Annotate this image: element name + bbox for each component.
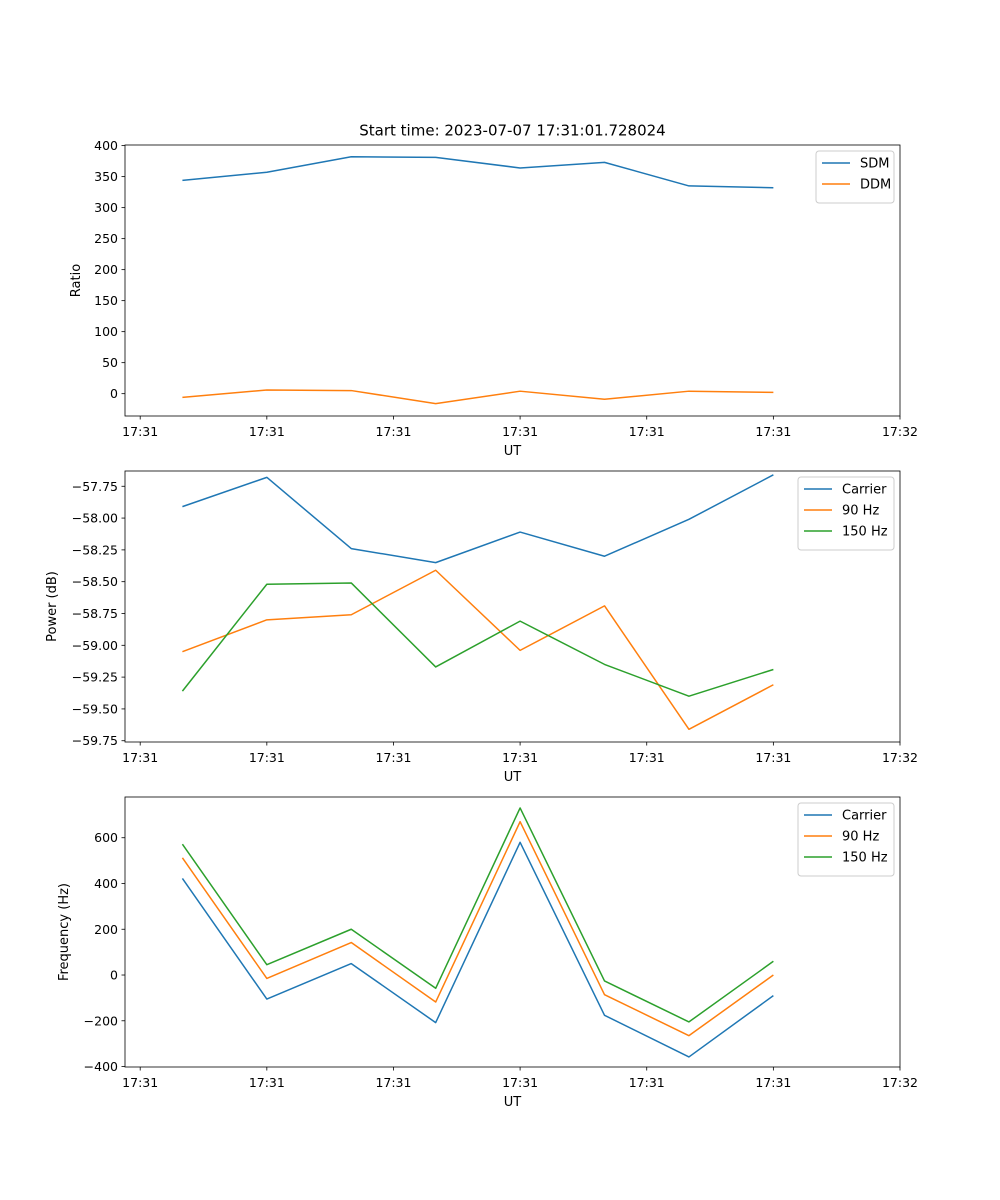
series-line-90-hz [181, 820, 774, 1037]
panel-2: 17:31 17:31 17:31 17:31 17:31 17:31 17:32 −57.7… [45, 470, 918, 785]
y-tick-label: 350 [94, 169, 118, 184]
y-tick-label: 50 [102, 355, 118, 370]
series-line-150-hz [181, 582, 774, 697]
series-line-150-hz [181, 807, 774, 1023]
legend-label: 90 Hz [842, 830, 879, 845]
series-line-ddm [182, 389, 774, 405]
x-tick-label: 17:31 [755, 1075, 791, 1090]
y-tick-label: −59.25 [72, 670, 118, 685]
legend: SDM DDM [815, 150, 895, 204]
panel-3: 17:31 17:31 17:31 17:31 17:31 17:31 17:32 −400 −… [57, 796, 918, 1110]
legend-label: 90 Hz [842, 504, 879, 519]
x-tick-label: 17:31 [502, 1075, 538, 1090]
x-tick-label: 17:32 [882, 750, 918, 765]
x-tick-label: 17:31 [122, 1075, 158, 1090]
x-tick-label: 17:31 [122, 750, 158, 765]
y-tick-label: −58.75 [72, 606, 118, 621]
x-tick-label: 17:31 [755, 750, 791, 765]
chart-title: Start time: 2023-07-07 17:31:01.728024 [359, 122, 665, 140]
x-tick-label: 17:31 [375, 1075, 411, 1090]
y-tick-label: −59.50 [72, 701, 118, 716]
legend-label: Carrier [842, 809, 887, 824]
y-tick-label: 200 [94, 922, 118, 937]
legend-box [815, 150, 895, 204]
y-tick-label: −59.75 [72, 733, 118, 748]
x-axis-label: UT [504, 1095, 522, 1110]
y-tick-label: 400 [94, 876, 118, 891]
axes-frame [124, 144, 901, 417]
y-tick-label: 100 [94, 324, 118, 339]
legend-label: 150 Hz [842, 851, 888, 866]
x-tick-label: 17:31 [629, 424, 665, 439]
y-tick-label: 400 [94, 138, 118, 153]
x-tick-label: 17:31 [249, 1075, 285, 1090]
x-tick-label: 17:31 [629, 750, 665, 765]
panels: 17:31 17:31 17:31 17:31 17:31 17:31 17:32 0 50 10… [45, 138, 918, 1110]
y-tick-label: 600 [94, 830, 118, 845]
y-tick-label: 150 [94, 293, 118, 308]
x-tick-label: 17:31 [375, 424, 411, 439]
panel-1: 17:31 17:31 17:31 17:31 17:31 17:31 17:32 0 50 10… [69, 138, 918, 459]
y-tick-label: −57.75 [72, 479, 118, 494]
y-tick-label: 0 [110, 968, 118, 983]
legend-label: 150 Hz [842, 525, 888, 540]
x-tick-label: 17:31 [755, 424, 791, 439]
y-tick-label: −58.25 [72, 542, 118, 557]
legend: Carrier 90 Hz 150 Hz [797, 476, 895, 551]
x-tick-label: 17:31 [629, 1075, 665, 1090]
y-tick-label: 0 [110, 386, 118, 401]
x-tick-label: 17:31 [249, 750, 285, 765]
series-line-sdm [182, 156, 774, 189]
x-axis-label: UT [504, 444, 522, 459]
x-axis-label: UT [504, 770, 522, 785]
axes-frame [124, 470, 901, 743]
x-tick-label: 17:31 [375, 750, 411, 765]
x-tick-label: 17:32 [882, 1075, 918, 1090]
y-tick-label: 250 [94, 231, 118, 246]
y-axis-label: Ratio [69, 264, 84, 297]
x-tick-label: 17:31 [249, 424, 285, 439]
y-axis-label: Frequency (Hz) [57, 883, 72, 981]
x-tick-label: 17:31 [122, 424, 158, 439]
x-tick-label: 17:31 [502, 424, 538, 439]
x-tick-label: 17:32 [882, 424, 918, 439]
y-tick-label: −59.00 [72, 638, 118, 653]
y-tick-label: −400 [84, 1059, 118, 1074]
series-line-90-hz [182, 569, 774, 731]
y-tick-label: 300 [94, 200, 118, 215]
legend: Carrier 90 Hz 150 Hz [797, 802, 895, 877]
series-line-carrier [182, 474, 774, 564]
legend-label: Carrier [842, 483, 887, 498]
legend-label: DDM [860, 178, 891, 193]
y-axis-label: Power (dB) [45, 571, 60, 642]
y-tick-label: −200 [84, 1013, 118, 1028]
axes-frame [124, 796, 901, 1068]
legend-label: SDM [860, 157, 889, 172]
x-tick-label: 17:31 [502, 750, 538, 765]
y-tick-label: −58.50 [72, 574, 118, 589]
y-tick-label: 200 [94, 262, 118, 277]
series-line-carrier [181, 841, 774, 1058]
y-tick-label: −58.00 [72, 511, 118, 526]
